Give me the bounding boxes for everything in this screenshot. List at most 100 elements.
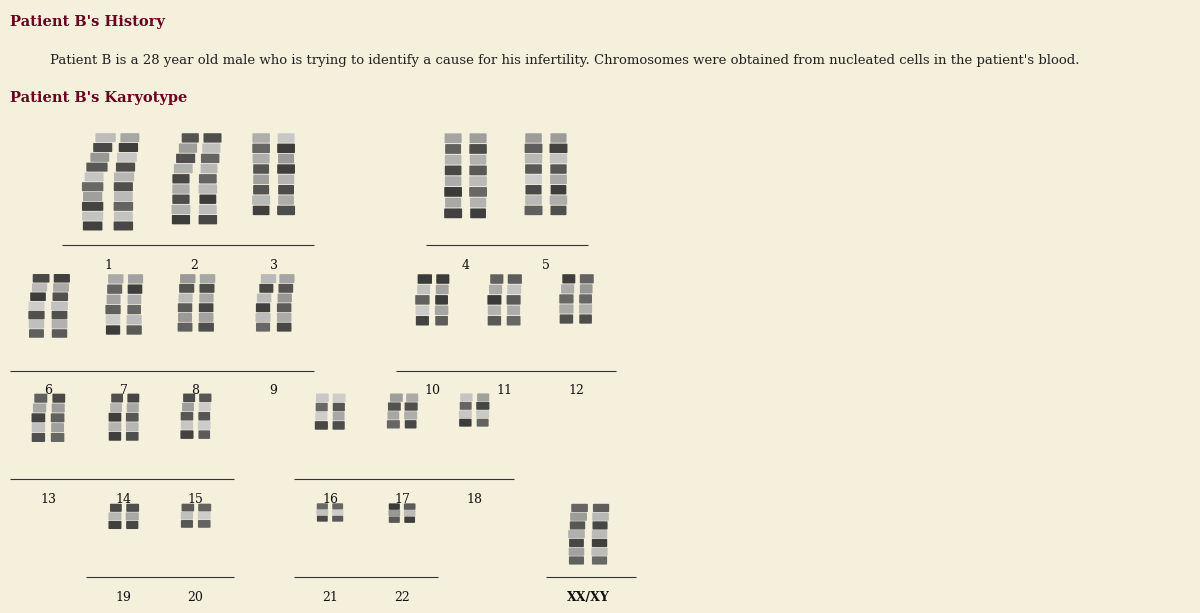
FancyBboxPatch shape: [460, 419, 472, 427]
FancyBboxPatch shape: [126, 326, 142, 335]
FancyBboxPatch shape: [128, 274, 143, 284]
FancyBboxPatch shape: [200, 154, 220, 163]
FancyBboxPatch shape: [389, 516, 400, 523]
FancyBboxPatch shape: [203, 143, 221, 153]
FancyBboxPatch shape: [86, 162, 108, 172]
FancyBboxPatch shape: [278, 175, 294, 184]
FancyBboxPatch shape: [82, 211, 103, 221]
FancyBboxPatch shape: [316, 412, 328, 421]
FancyBboxPatch shape: [31, 413, 46, 422]
Text: 13: 13: [40, 493, 56, 506]
FancyBboxPatch shape: [179, 284, 194, 293]
FancyBboxPatch shape: [470, 197, 486, 207]
FancyBboxPatch shape: [198, 430, 210, 439]
FancyBboxPatch shape: [278, 284, 293, 293]
FancyBboxPatch shape: [116, 162, 136, 172]
FancyBboxPatch shape: [199, 294, 214, 302]
FancyBboxPatch shape: [526, 175, 542, 184]
Text: 1: 1: [104, 259, 112, 272]
FancyBboxPatch shape: [174, 164, 193, 173]
FancyBboxPatch shape: [444, 187, 462, 197]
Text: 7: 7: [120, 384, 127, 397]
FancyBboxPatch shape: [107, 284, 122, 294]
FancyBboxPatch shape: [569, 539, 584, 547]
FancyBboxPatch shape: [445, 177, 461, 186]
FancyBboxPatch shape: [259, 284, 274, 293]
FancyBboxPatch shape: [256, 313, 270, 322]
FancyBboxPatch shape: [526, 164, 542, 173]
FancyBboxPatch shape: [253, 164, 269, 173]
Text: 9: 9: [270, 384, 277, 397]
Text: 12: 12: [568, 384, 584, 397]
FancyBboxPatch shape: [445, 197, 461, 207]
FancyBboxPatch shape: [52, 320, 67, 329]
FancyBboxPatch shape: [114, 182, 133, 191]
FancyBboxPatch shape: [181, 512, 193, 520]
FancyBboxPatch shape: [508, 305, 520, 315]
FancyBboxPatch shape: [29, 329, 44, 338]
FancyBboxPatch shape: [470, 154, 486, 164]
FancyBboxPatch shape: [563, 274, 575, 283]
FancyBboxPatch shape: [35, 394, 47, 403]
FancyBboxPatch shape: [199, 274, 215, 283]
FancyBboxPatch shape: [114, 172, 134, 181]
FancyBboxPatch shape: [458, 410, 472, 418]
FancyBboxPatch shape: [332, 421, 344, 430]
FancyBboxPatch shape: [53, 292, 68, 301]
FancyBboxPatch shape: [386, 420, 400, 428]
FancyBboxPatch shape: [316, 403, 328, 411]
FancyBboxPatch shape: [550, 143, 568, 153]
FancyBboxPatch shape: [418, 284, 430, 294]
FancyBboxPatch shape: [126, 521, 138, 529]
FancyBboxPatch shape: [524, 143, 542, 153]
Text: 19: 19: [115, 591, 132, 604]
Text: 4: 4: [462, 259, 469, 272]
FancyBboxPatch shape: [199, 403, 211, 411]
FancyBboxPatch shape: [53, 394, 65, 403]
FancyBboxPatch shape: [593, 504, 610, 512]
FancyBboxPatch shape: [198, 520, 210, 528]
FancyBboxPatch shape: [180, 430, 193, 439]
Text: 21: 21: [322, 591, 338, 604]
FancyBboxPatch shape: [173, 185, 190, 194]
FancyBboxPatch shape: [406, 394, 418, 402]
FancyBboxPatch shape: [127, 284, 143, 294]
Text: 15: 15: [187, 493, 204, 506]
FancyBboxPatch shape: [469, 144, 487, 154]
FancyBboxPatch shape: [127, 394, 139, 403]
FancyBboxPatch shape: [277, 133, 294, 143]
FancyBboxPatch shape: [469, 177, 487, 186]
FancyBboxPatch shape: [52, 329, 67, 338]
FancyBboxPatch shape: [252, 133, 270, 143]
FancyBboxPatch shape: [506, 316, 521, 326]
FancyBboxPatch shape: [126, 504, 139, 512]
FancyBboxPatch shape: [278, 196, 294, 205]
FancyBboxPatch shape: [114, 221, 133, 230]
FancyBboxPatch shape: [551, 205, 566, 215]
FancyBboxPatch shape: [178, 303, 192, 312]
FancyBboxPatch shape: [444, 208, 462, 218]
FancyBboxPatch shape: [52, 403, 65, 413]
FancyBboxPatch shape: [550, 154, 568, 164]
FancyBboxPatch shape: [332, 394, 346, 402]
FancyBboxPatch shape: [199, 394, 211, 402]
FancyBboxPatch shape: [127, 403, 139, 412]
FancyBboxPatch shape: [106, 305, 121, 314]
FancyBboxPatch shape: [253, 154, 270, 164]
FancyBboxPatch shape: [568, 530, 584, 538]
FancyBboxPatch shape: [199, 303, 214, 312]
FancyBboxPatch shape: [332, 412, 344, 421]
FancyBboxPatch shape: [181, 504, 194, 511]
FancyBboxPatch shape: [32, 283, 47, 292]
FancyBboxPatch shape: [593, 512, 608, 521]
FancyBboxPatch shape: [108, 413, 121, 422]
FancyBboxPatch shape: [277, 205, 295, 215]
FancyBboxPatch shape: [199, 174, 217, 183]
FancyBboxPatch shape: [126, 422, 138, 431]
Text: 8: 8: [192, 384, 199, 397]
FancyBboxPatch shape: [592, 530, 607, 538]
FancyBboxPatch shape: [332, 516, 343, 522]
FancyBboxPatch shape: [278, 185, 294, 194]
FancyBboxPatch shape: [404, 402, 418, 411]
FancyBboxPatch shape: [508, 274, 522, 284]
